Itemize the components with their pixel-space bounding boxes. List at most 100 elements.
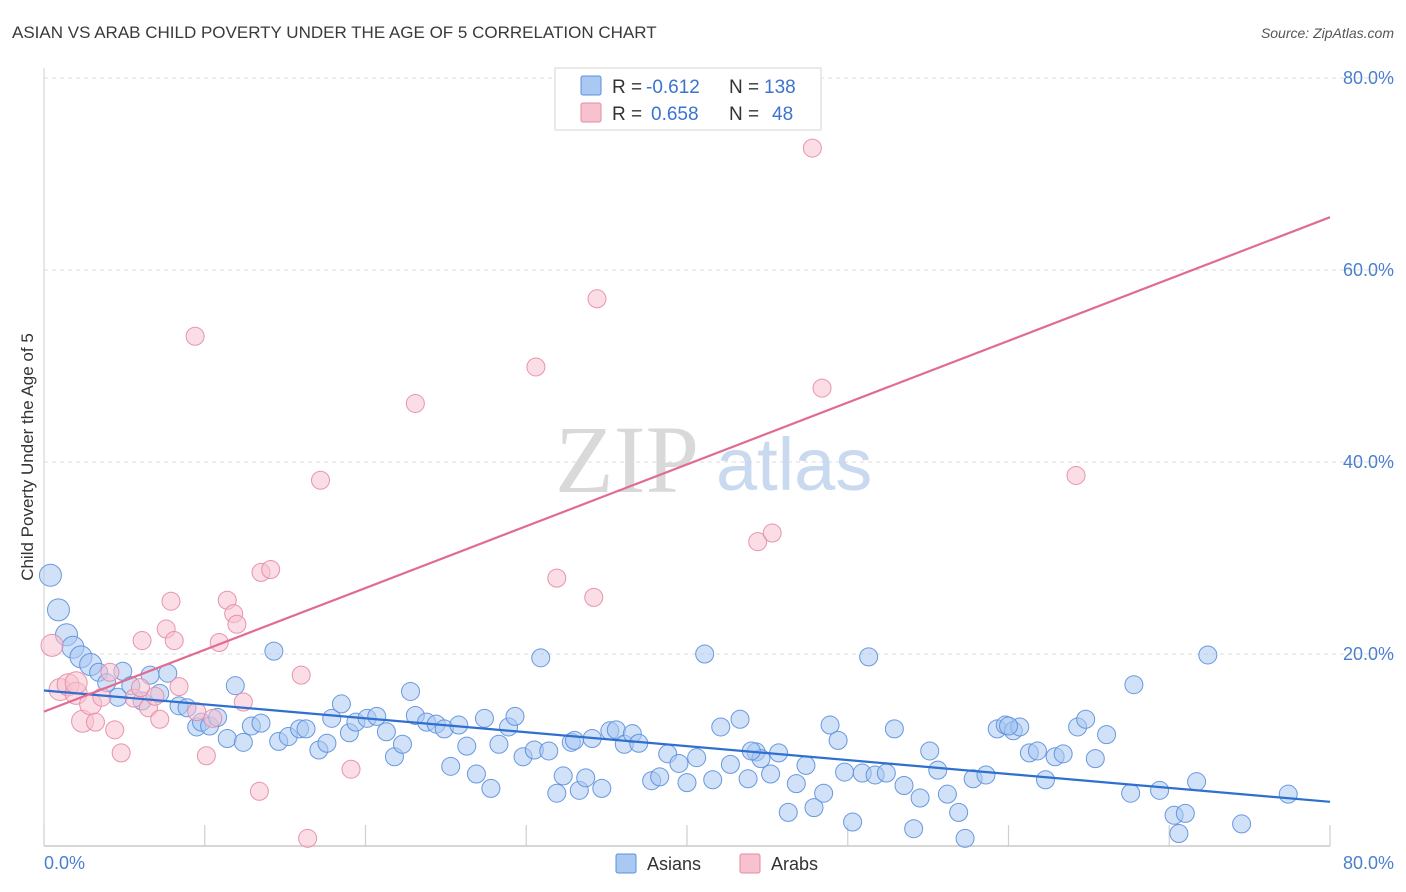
asians-point	[592, 778, 612, 798]
arabs-point	[298, 828, 318, 848]
arabs-point	[762, 523, 782, 543]
asians-point	[920, 741, 940, 761]
asians-point	[46, 598, 70, 622]
asians-point	[251, 713, 271, 733]
y-tick-label-20: 20.0%	[1343, 644, 1394, 664]
asians-point	[703, 770, 723, 790]
arabs-point	[100, 662, 120, 682]
asians-point	[650, 767, 670, 787]
arabs-point	[587, 289, 607, 309]
asians-point	[720, 754, 740, 774]
watermark-atlas: atlas	[716, 423, 872, 506]
asians-point	[1278, 784, 1298, 804]
asians-point	[505, 706, 525, 726]
asians-point	[1169, 824, 1189, 844]
asians-point	[401, 681, 421, 701]
asians-point	[474, 708, 494, 728]
asians-point	[296, 719, 316, 739]
asians-point	[820, 715, 840, 735]
asians-point	[576, 768, 596, 788]
arabs-point	[310, 470, 330, 490]
asians-point	[843, 812, 863, 832]
y-tick-label-40: 40.0%	[1343, 452, 1394, 472]
legend-n-label-arabs: N =	[729, 104, 759, 125]
asians-point	[1027, 741, 1047, 761]
arabs-point	[405, 393, 425, 413]
arabs-point	[169, 677, 189, 697]
asians-point	[553, 766, 573, 786]
asians-point	[457, 736, 477, 756]
asians-point	[711, 717, 731, 737]
arabs-point	[748, 532, 768, 552]
asians-point	[1053, 744, 1073, 764]
legend-swatch-arabs	[580, 102, 602, 123]
asians-point	[695, 644, 715, 664]
legend-n-value-asians: 138	[764, 77, 796, 98]
asians-point	[331, 694, 351, 714]
asians-point	[376, 722, 396, 742]
asians-point	[1175, 803, 1195, 823]
asians-point	[859, 647, 879, 667]
legend-n-value-arabs: 48	[772, 104, 793, 125]
asians-point	[955, 828, 975, 848]
arabs-point	[64, 671, 88, 695]
arabs-point	[1066, 465, 1086, 485]
legend-r-label-asians: R =	[612, 77, 642, 98]
asians-point	[531, 648, 551, 668]
asians-point	[937, 784, 957, 804]
arabs-point	[291, 665, 311, 685]
legend-n-label-asians: N =	[729, 77, 759, 98]
arabs-point	[164, 631, 184, 651]
asians-point	[264, 641, 284, 661]
asians-point	[1076, 709, 1096, 729]
asians-point	[1198, 645, 1218, 665]
arabs-point	[802, 138, 822, 158]
asians-point	[814, 783, 834, 803]
legend-r-label-arabs: R =	[612, 104, 642, 125]
arabs-point	[185, 326, 205, 346]
arabs-point	[261, 560, 281, 580]
asians-point	[38, 563, 62, 587]
series-arabs-points	[40, 138, 1086, 848]
asians-point	[481, 778, 501, 798]
asians-point	[804, 798, 824, 818]
legend-r-value-arabs: 0.658	[651, 104, 699, 125]
asians-point	[738, 769, 758, 789]
arabs-point	[526, 357, 546, 377]
asians-point	[687, 748, 707, 768]
asians-point	[1232, 814, 1252, 834]
arabs-point	[105, 720, 125, 740]
chart-title: ASIAN VS ARAB CHILD POVERTY UNDER THE AG…	[12, 23, 657, 42]
asians-point	[1035, 770, 1055, 790]
asians-point	[317, 733, 337, 753]
asians-point	[828, 730, 848, 750]
arabs-point	[196, 746, 216, 766]
bottom-legend-label-asians: Asians	[647, 854, 701, 874]
asians-point	[225, 676, 245, 696]
asians-point	[730, 709, 750, 729]
arabs-point	[547, 568, 567, 588]
arabs-point	[812, 378, 832, 398]
legend-r-value-asians: -0.612	[646, 77, 700, 98]
y-tick-label-80: 80.0%	[1343, 68, 1394, 88]
arabs-point	[249, 781, 269, 801]
asians-point	[1085, 749, 1105, 769]
x-tick-label-max: 80.0%	[1343, 853, 1394, 873]
watermark: ZIP atlas	[555, 406, 872, 513]
gridlines	[44, 77, 1394, 655]
asians-point	[904, 819, 924, 839]
source-credit: Source: ZipAtlas.com	[1261, 25, 1394, 41]
asians-point	[1097, 725, 1117, 745]
x-axis-ticks	[43, 825, 1331, 846]
asians-point	[999, 716, 1018, 736]
x-tick-label-min: 0.0%	[44, 853, 85, 873]
asians-point	[1121, 783, 1141, 803]
asians-point	[910, 788, 930, 808]
asians-point	[786, 774, 806, 794]
series-asians-points	[38, 563, 1298, 848]
watermark-zip: ZIP	[555, 406, 699, 513]
asians-point	[976, 765, 996, 785]
y-axis-label: Child Poverty Under the Age of 5	[18, 333, 37, 581]
asians-point	[233, 732, 253, 752]
